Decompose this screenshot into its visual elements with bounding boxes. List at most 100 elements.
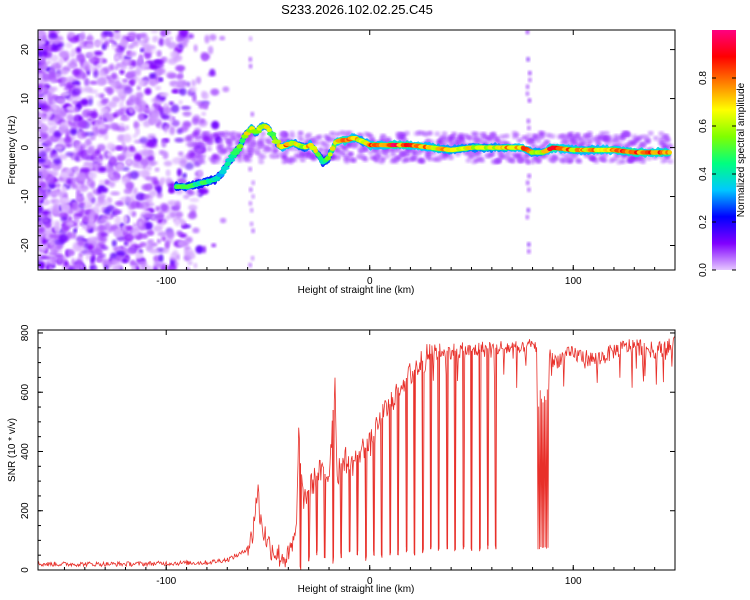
spectrogram-noise-cell [96, 148, 101, 156]
spectrogram-halo-cell [211, 154, 218, 160]
spectrogram-noise-cell [168, 182, 176, 188]
spectrogram-noise-cell [118, 52, 125, 61]
spectrogram-halo-cell [516, 152, 523, 158]
spectrogram-halo-cell [367, 150, 374, 156]
spectrogram-noise-cell [128, 107, 134, 113]
spectrogram-artifact-cell [248, 262, 253, 268]
spectrogram-noise-cell [152, 59, 162, 65]
spectrogram-noise-cell [38, 236, 42, 244]
spectrogram-halo-cell [317, 146, 324, 152]
snr-x-tick-label: 0 [367, 576, 373, 587]
spectrogram-noise-cell [77, 172, 87, 181]
spectrogram-noise-cell [82, 224, 88, 230]
spectrogram-halo-cell [612, 138, 619, 144]
spectrogram-noise-cell [122, 146, 130, 152]
snr-y-label: SNR (10 * v/v) [7, 418, 18, 482]
spectrogram-noise-cell [59, 190, 68, 200]
spectrogram-noise-cell [123, 133, 132, 143]
spectrogram-noise-cell [74, 114, 79, 124]
spectrogram-noise-cell [148, 105, 155, 113]
spectrogram-halo-cell [559, 133, 566, 139]
spectrogram-halo-cell [441, 131, 448, 137]
spectrogram-noise-cell [57, 258, 63, 264]
spectrogram-noise-cell [38, 93, 43, 100]
spectrogram-halo-cell [399, 152, 405, 158]
spectrogram-noise-cell [131, 40, 139, 46]
spectrogram-noise-cell [110, 72, 118, 80]
spectrogram-noise-cell [98, 69, 106, 77]
spectrogram-noise-cell [170, 104, 180, 113]
spectrogram-noise-cell [117, 88, 125, 98]
spectrogram-noise-cell [137, 150, 146, 156]
spectrogram-noise-cell [157, 68, 166, 75]
spectrogram-halo-cell [299, 157, 306, 163]
spectrogram-noise-cell [131, 159, 141, 167]
spectrogram-noise-cell [187, 260, 193, 266]
spectrogram-halo-cell [350, 158, 357, 163]
spectrogram-halo-cell [434, 131, 441, 137]
spectrogram-noise-cell [222, 86, 230, 93]
spectrogram-halo-cell [442, 140, 449, 146]
spectrogram-noise-cell [161, 138, 167, 148]
spectrogram-ridge-core [239, 138, 246, 143]
spectrogram-noise-cell [171, 89, 179, 94]
snr-y-ticks: 0 200 400 600 800 [20, 324, 675, 573]
spectrogram-halo-cell [488, 151, 495, 157]
spectrogram-halo-cell [593, 159, 600, 164]
spectrogram-noise-cell [158, 150, 166, 155]
spectrogram-noise-cell [71, 183, 77, 190]
spectrogram-noise-cell [133, 222, 138, 229]
colorbar-tick-label: 0.6 [698, 119, 709, 133]
snr-line [38, 336, 675, 570]
spectrogram-noise-cell [76, 53, 86, 63]
spectrogram-noise-cell [79, 222, 84, 226]
spectrogram-noise-cell [47, 71, 58, 81]
spectrogram-noise-cell [178, 100, 183, 105]
spectrogram-noise-cell [81, 40, 87, 46]
spectrogram-noise-cell [195, 245, 204, 254]
spectrogram-halo-cell [352, 142, 359, 148]
spectrogram-noise-cell [104, 40, 109, 46]
spectrogram-noise-cell [53, 78, 63, 83]
spectrogram-noise-cell [211, 120, 220, 130]
spectrogram-noise-cell [182, 111, 192, 117]
spectrogram-noise-cell [192, 227, 200, 234]
spectrogram-noise-cell [106, 87, 113, 96]
spectrogram-noise-cell [74, 107, 79, 113]
spectrogram-ridge-core [232, 147, 243, 153]
spectrogram-halo-cell [658, 131, 665, 137]
spectrogram-halo-cell [599, 156, 606, 162]
spectrogram-ridge-core [318, 156, 323, 161]
spectrogram-halo-cell [249, 140, 256, 146]
spectrogram-halo-cell [565, 132, 572, 138]
spectrogram-y-label: Frequency (Hz) [7, 116, 18, 185]
spectrogram-noise-cell [64, 83, 75, 90]
spectrogram-frame [37, 29, 676, 271]
spectrogram-x-tick-label: -100 [156, 276, 176, 287]
spectrogram-noise-cell [55, 96, 64, 103]
spectrogram-noise-cell [94, 40, 102, 46]
spectrogram-halo-cell [206, 146, 213, 152]
spectrogram-halo-cell [361, 147, 368, 153]
spectrogram-halo-cell [255, 145, 262, 151]
spectrogram-ridge-core [315, 152, 321, 157]
spectrogram-noise-cell [161, 236, 167, 242]
spectrogram-noise-cell [109, 123, 117, 128]
spectrogram-noise-cell [86, 40, 93, 48]
spectrogram-noise-cell [66, 248, 75, 257]
spectrogram-halo-cell [401, 158, 408, 164]
spectrogram-ridge-core [667, 150, 673, 155]
spectrogram-noise-cell [41, 56, 46, 64]
spectrogram-halo-cell [415, 151, 422, 156]
spectrogram-noise-cell [179, 30, 189, 37]
spectrogram-noise-cell [147, 155, 155, 163]
spectrogram-halo-cell [306, 132, 313, 138]
spectrogram-noise-cell [77, 239, 85, 247]
spectrogram-noise-cell [38, 217, 41, 222]
spectrogram-halo-cell [583, 138, 590, 144]
spectrogram-noise-cell [170, 50, 179, 59]
spectrogram-noise-cell [92, 158, 102, 163]
spectrogram-noise-cell [41, 218, 50, 224]
spectrogram-noise-cell [179, 87, 187, 96]
spectrogram-noise-cell [43, 200, 51, 205]
